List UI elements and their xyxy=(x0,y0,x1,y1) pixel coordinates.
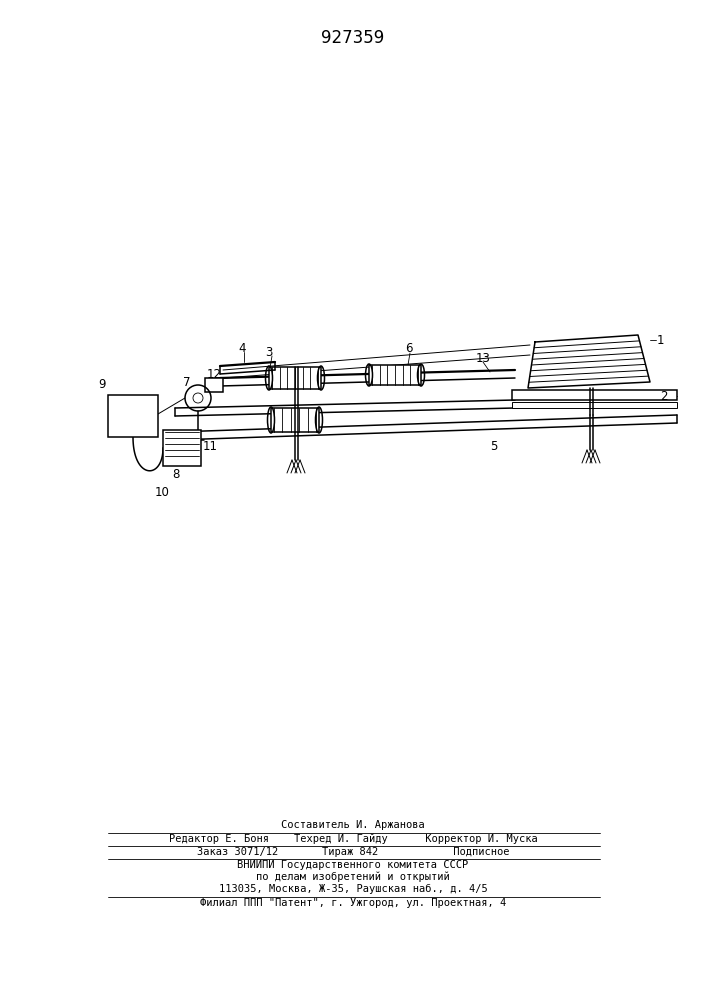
Text: 7: 7 xyxy=(183,375,190,388)
Text: 5: 5 xyxy=(490,440,498,454)
Text: Редактор Е. Боня    Техред И. Гайду      Корректор И. Муска: Редактор Е. Боня Техред И. Гайду Коррект… xyxy=(169,834,537,844)
Text: Составитель И. Аржанова: Составитель И. Аржанова xyxy=(281,820,425,830)
Bar xyxy=(369,365,421,385)
Text: 8: 8 xyxy=(172,468,180,481)
Polygon shape xyxy=(528,335,650,388)
Text: 927359: 927359 xyxy=(322,29,385,47)
Bar xyxy=(108,395,158,437)
Text: 2: 2 xyxy=(660,389,667,402)
Text: 11: 11 xyxy=(203,440,218,452)
Text: Заказ 3071/12       Тираж 842            Подписное: Заказ 3071/12 Тираж 842 Подписное xyxy=(197,847,509,857)
Bar xyxy=(271,408,319,432)
Text: 9: 9 xyxy=(98,378,105,391)
Bar xyxy=(205,378,223,392)
Bar xyxy=(269,367,321,389)
Text: 6: 6 xyxy=(405,342,412,355)
Text: ВНИИПИ Государственного комитета СССР: ВНИИПИ Государственного комитета СССР xyxy=(238,860,469,870)
Text: по делам изобретений и открытий: по делам изобретений и открытий xyxy=(256,872,450,882)
Text: 13: 13 xyxy=(476,352,491,364)
Bar xyxy=(163,430,201,466)
Text: 10: 10 xyxy=(155,486,170,498)
Bar xyxy=(512,390,677,400)
Bar xyxy=(512,402,677,408)
Text: 3: 3 xyxy=(265,346,272,359)
Text: 113035, Москва, Ж-35, Раушская наб., д. 4/5: 113035, Москва, Ж-35, Раушская наб., д. … xyxy=(218,884,487,894)
Text: 1: 1 xyxy=(657,334,665,347)
Text: 12: 12 xyxy=(207,367,222,380)
Text: Филиал ППП "Патент", г. Ужгород, ул. Проектная, 4: Филиал ППП "Патент", г. Ужгород, ул. Про… xyxy=(200,898,506,908)
Text: 4: 4 xyxy=(238,342,245,355)
